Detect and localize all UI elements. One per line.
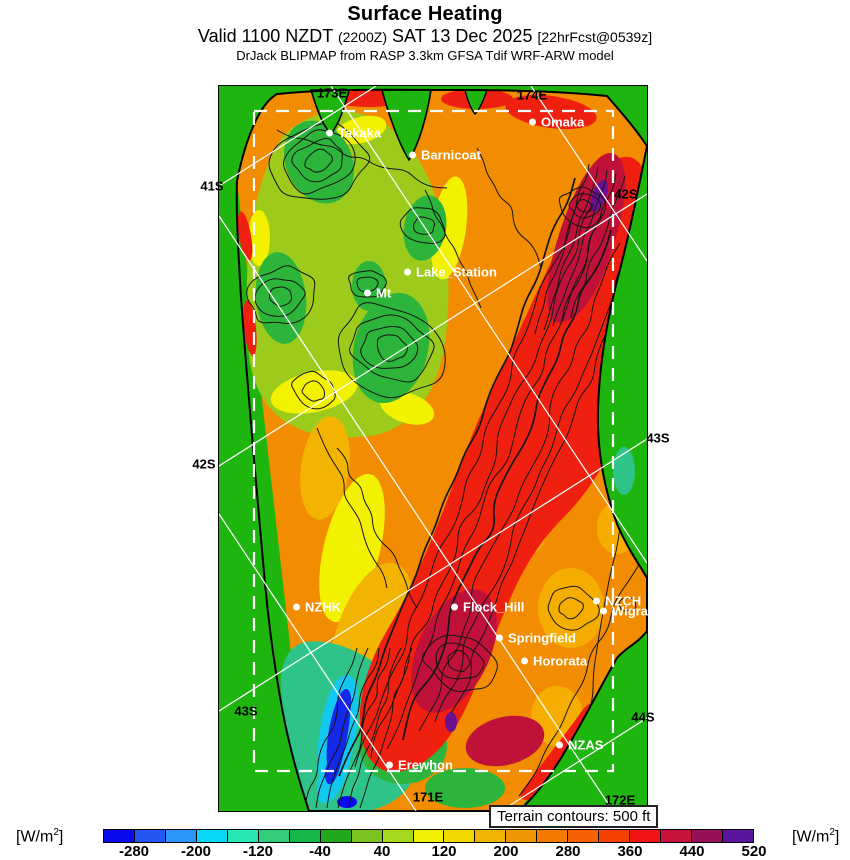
heatmap-svg — [219, 86, 647, 811]
grid-label-43s: 43S — [646, 430, 670, 446]
colorbar-units-left: [W/m2] — [16, 827, 64, 846]
colorbar-tick: -120 — [242, 843, 274, 860]
colorbar-segment — [630, 830, 662, 842]
colorbar-tick: -40 — [309, 843, 331, 860]
colorbar-segment — [104, 830, 135, 842]
colorbar-segment — [227, 830, 259, 842]
valid-date: SAT 13 Dec 2025 — [392, 26, 533, 46]
model-line: DrJack BLIPMAP from RASP 3.3km GFSA Tdif… — [236, 48, 614, 63]
colorbar-segment — [258, 830, 290, 842]
colorbar-segment — [475, 830, 507, 842]
colorbar-segment — [351, 830, 383, 842]
colorbar-tick: 360 — [617, 843, 643, 860]
colorbar-segment — [506, 830, 538, 842]
colorbar-segment — [723, 830, 754, 842]
colorbar-tick: 40 — [373, 843, 391, 860]
colorbar-strip — [103, 829, 754, 843]
valid-utc: (2200Z) — [337, 29, 388, 45]
colorbar-units-right: [W/m2] — [792, 827, 840, 846]
colorbar-segment — [444, 830, 476, 842]
colorbar-ticks: -280 -200 -120 -40 40 120 200 280 360 440 520 — [103, 843, 767, 860]
valid-line: Valid 1100 NZDT (2200Z) SAT 13 Dec 2025 … — [0, 26, 850, 48]
colorbar-segment — [599, 830, 631, 842]
colorbar-segment — [134, 830, 166, 842]
colorbar-segment — [320, 830, 352, 842]
valid-prefix: Valid 1100 NZDT — [197, 26, 333, 46]
colorbar-segment — [568, 830, 600, 842]
forecast-tag: [22hrFcst@0539z] — [537, 29, 653, 45]
grid-label-42s: 42S — [192, 456, 216, 472]
colorbar-segment — [196, 830, 228, 842]
bay-notch — [464, 89, 488, 116]
graticule — [219, 86, 647, 811]
colorbar-tick: 520 — [741, 843, 767, 860]
sea-teal-patch — [613, 447, 635, 495]
coastline — [235, 88, 647, 811]
page-title: Surface Heating — [347, 3, 503, 25]
colorbar-tick: 280 — [555, 843, 581, 860]
heat-field — [237, 89, 647, 811]
colorbar-segment — [289, 830, 321, 842]
bay-tasman — [380, 89, 432, 162]
map-canvas — [218, 85, 648, 812]
terrain-contour-lines — [246, 122, 647, 809]
colorbar-segment — [692, 830, 724, 842]
colorbar-segment — [382, 830, 414, 842]
domain-boundary — [252, 109, 615, 773]
colorbar-tick: 200 — [493, 843, 519, 860]
colorbar-segment — [661, 830, 693, 842]
colorbar-segment — [537, 830, 569, 842]
colorbar-segment — [165, 830, 197, 842]
colorbar-tick: -280 — [118, 843, 150, 860]
colorbar-tick: 120 — [431, 843, 457, 860]
terrain-contours-note: Terrain contours: 500 ft — [489, 805, 659, 828]
colorbar-tick: -200 — [180, 843, 212, 860]
colorbar-segment — [413, 830, 445, 842]
header: Surface Heating Valid 1100 NZDT (2200Z) … — [0, 0, 850, 63]
colorbar-tick: 440 — [679, 843, 705, 860]
